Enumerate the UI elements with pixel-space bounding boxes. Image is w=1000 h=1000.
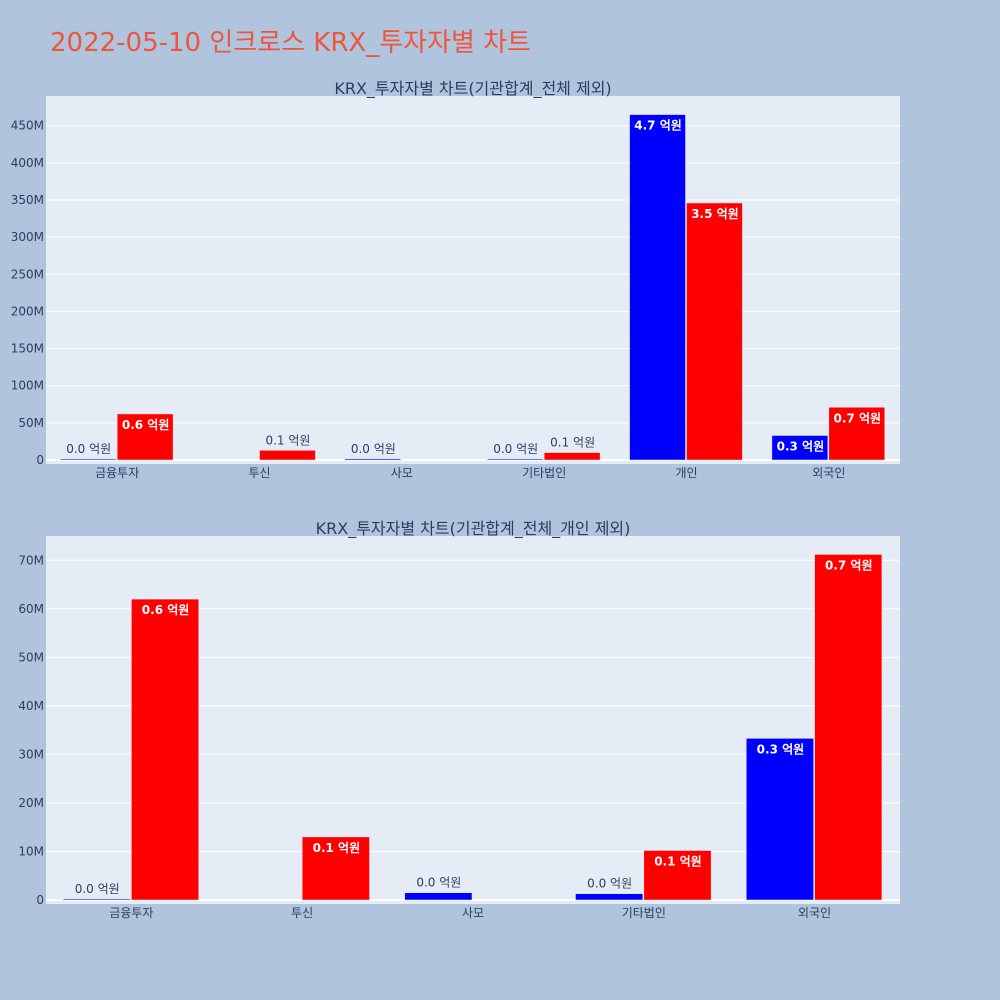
plot-area xyxy=(46,96,900,464)
x-tick-label: 사모 xyxy=(391,466,413,480)
bar xyxy=(259,450,316,461)
y-tick-label: 0 xyxy=(36,453,44,467)
x-tick-label: 투신 xyxy=(248,466,270,480)
y-tick-label: 50M xyxy=(18,650,44,664)
y-tick-label: 20M xyxy=(18,796,44,810)
y-tick-label: 60M xyxy=(18,602,44,616)
x-tick-label: 기타법인 xyxy=(622,906,666,920)
data-label: 0.3 억원 xyxy=(777,439,825,453)
bar xyxy=(301,836,370,901)
y-tick-label: 10M xyxy=(18,844,44,858)
data-label: 0.0 억원 xyxy=(351,442,396,456)
y-tick-label: 200M xyxy=(11,304,44,318)
data-label: 0.1 억원 xyxy=(313,841,361,855)
bar xyxy=(486,458,544,461)
data-label: 3.5 억원 xyxy=(691,207,739,221)
data-label: 0.1 억원 xyxy=(265,433,310,447)
y-tick-label: 40M xyxy=(18,699,44,713)
bar xyxy=(771,435,829,461)
x-tick-label: 외국인 xyxy=(798,906,831,920)
bar xyxy=(59,458,117,461)
x-tick-label: 금융투자 xyxy=(95,466,139,480)
y-tick-label: 400M xyxy=(11,156,44,170)
bar xyxy=(643,850,712,901)
x-tick-label: 사모 xyxy=(462,906,484,920)
bar xyxy=(131,598,199,901)
y-tick-label: 300M xyxy=(11,230,44,244)
bar xyxy=(828,407,886,461)
data-label: 0.6 억원 xyxy=(122,418,170,432)
data-label: 0.0 억원 xyxy=(75,882,120,896)
y-tick-label: 70M xyxy=(18,553,44,567)
chart-panel-1: 0 50M 100M 150M 200M 250M 300M 350M 400M 450M KRX_… xyxy=(11,79,900,480)
y-tick-label: 100M xyxy=(11,379,44,393)
bar xyxy=(686,202,743,461)
chart-title: KRX_투자자별 차트(기관합계_전체_개인 제외) xyxy=(316,519,631,539)
bar xyxy=(116,413,174,461)
y-tick-label: 150M xyxy=(11,342,44,356)
x-tick-label: 투신 xyxy=(291,906,313,920)
bar xyxy=(575,893,644,901)
x-tick-label: 기타법인 xyxy=(522,466,566,480)
y-tick-label: 0 xyxy=(36,893,44,907)
data-label: 4.7 억원 xyxy=(634,119,682,133)
y-tick-label: 50M xyxy=(18,416,44,430)
x-tick-label: 개인 xyxy=(675,466,697,480)
bar xyxy=(543,452,601,461)
x-tick-label: 금융투자 xyxy=(109,906,153,920)
data-label: 0.1 억원 xyxy=(654,854,702,868)
data-label: 0.0 억원 xyxy=(66,442,111,456)
data-label: 0.7 억원 xyxy=(834,411,882,425)
x-tick-label: 외국인 xyxy=(812,466,845,480)
bar xyxy=(404,892,473,901)
page-title: 2022-05-10 인크로스 KRX_투자자별 차트 xyxy=(50,28,532,58)
chart-panel-2: 0 10M 20M 30M 40M 50M 60M 70M KRX_투자자별 차트(기관합계_전… xyxy=(18,519,900,920)
data-label: 0.0 억원 xyxy=(587,877,632,891)
y-tick-label: 350M xyxy=(11,193,44,207)
data-label: 0.6 억원 xyxy=(142,603,190,617)
bar xyxy=(62,898,131,901)
data-label: 0.7 억원 xyxy=(825,558,873,572)
data-label: 0.0 억원 xyxy=(493,442,538,456)
bar xyxy=(344,458,402,461)
bar xyxy=(814,554,883,901)
data-label: 0.3 억원 xyxy=(757,742,805,756)
chart-title: KRX_투자자별 차트(기관합계_전체 제외) xyxy=(334,79,611,99)
bar xyxy=(629,114,686,461)
bar xyxy=(746,738,814,901)
data-label: 0.1 억원 xyxy=(550,436,595,450)
y-tick-label: 450M xyxy=(11,119,44,133)
y-tick-label: 30M xyxy=(18,747,44,761)
y-tick-label: 250M xyxy=(11,267,44,281)
data-label: 0.0 억원 xyxy=(416,876,461,890)
